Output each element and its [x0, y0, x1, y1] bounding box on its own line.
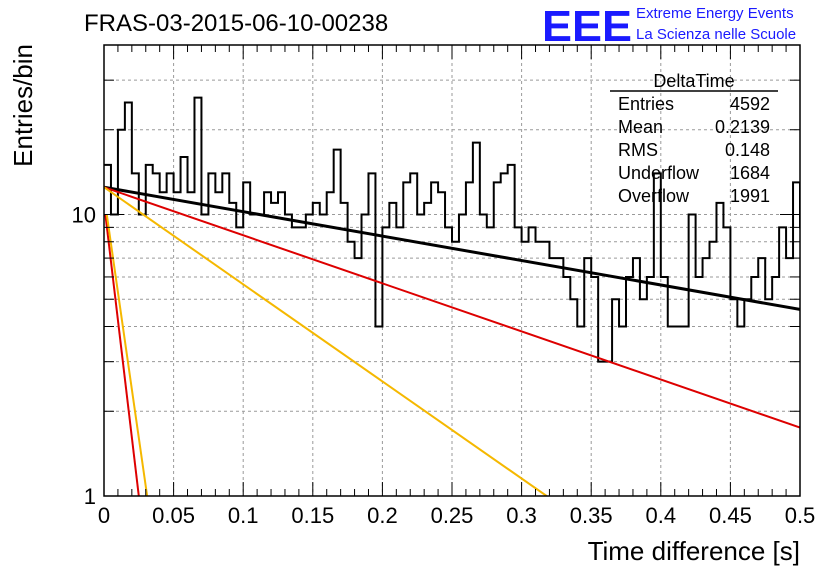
fit-lines-layer: [104, 185, 800, 496]
x-tick-label: 0.25: [431, 503, 474, 528]
histogram-steps: [104, 96, 800, 363]
x-tick-label: 0.3: [506, 503, 537, 528]
x-tick-label: 0.45: [709, 503, 752, 528]
stats-label-mean: Mean: [618, 117, 663, 137]
x-tick-label: 0.05: [152, 503, 195, 528]
y-tick-label: 1: [84, 484, 96, 509]
x-tick-label: 0: [98, 503, 110, 528]
brand-line-2: La Scienza nelle Scuole: [636, 26, 796, 43]
x-tick-label: 0.5: [785, 503, 816, 528]
fit-line-3: [104, 186, 548, 496]
brand-line-1: Extreme Energy Events: [636, 5, 794, 22]
run-title: FRAS-03-2015-06-10-00238: [84, 10, 388, 37]
x-tick-label: 0.2: [367, 503, 398, 528]
x-tick-label: 0.1: [228, 503, 259, 528]
y-tick-label: 10: [72, 202, 96, 227]
stats-label-underflow: Underflow: [618, 163, 700, 183]
stats-value-rms: 0.148: [725, 140, 770, 160]
stats-value-entries: 4592: [730, 94, 770, 114]
x-tick-label: 0.35: [570, 503, 613, 528]
eee-logo: EEE: [542, 2, 632, 51]
x-tick-labels: 0 0.05 0.1 0.15 0.2 0.25 0.3 0.35 0.4 0.45 0.5: [98, 503, 815, 528]
stats-value-overflow: 1991: [730, 186, 770, 206]
fit-line-1: [104, 185, 800, 311]
histogram-layer: [104, 96, 800, 363]
x-tick-label: 0.15: [291, 503, 334, 528]
stats-value-mean: 0.2139: [715, 117, 770, 137]
fit-line-4: [104, 214, 140, 496]
stats-title: DeltaTime: [653, 71, 734, 91]
stats-label-overflow: Overflow: [618, 186, 690, 206]
fit-line-5: [105, 214, 149, 496]
y-axis-label: Entries/bin: [8, 44, 38, 167]
fit-line-2: [104, 186, 800, 429]
stats-value-underflow: 1684: [730, 163, 770, 183]
stats-box: DeltaTime Entries 4592 Mean 0.2139 RMS 0…: [610, 71, 778, 206]
x-tick-label: 0.4: [646, 503, 677, 528]
y-tick-labels: 1 10: [72, 202, 96, 509]
tick-marks: [103, 44, 801, 497]
stats-label-rms: RMS: [618, 140, 658, 160]
stats-label-entries: Entries: [618, 94, 674, 114]
x-axis-label: Time difference [s]: [588, 536, 800, 566]
